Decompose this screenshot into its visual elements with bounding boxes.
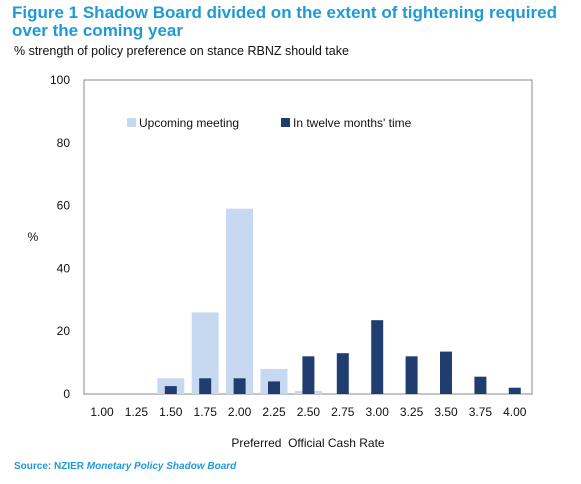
y-tick-label-20: 20 xyxy=(57,324,71,338)
x-tick-label-1-75: 1.75 xyxy=(194,405,218,419)
source-title: Monetary Policy Shadow Board xyxy=(86,461,237,472)
y-tick-label-0: 0 xyxy=(63,387,70,401)
bar-twelve-months-3-00 xyxy=(371,320,384,394)
bar-twelve-months-4-00 xyxy=(508,387,521,394)
bar-upcoming-2-00 xyxy=(226,208,254,394)
bar-twelve-months-2-00 xyxy=(233,378,246,394)
bar-twelve-months-1-50 xyxy=(164,386,177,394)
x-tick-label-3-50: 3.50 xyxy=(434,405,458,419)
y-tick-label-60: 60 xyxy=(57,199,71,213)
bar-twelve-months-2-75 xyxy=(336,353,349,394)
x-tick-label-2-75: 2.75 xyxy=(331,405,355,419)
legend-swatch-upcoming xyxy=(127,118,136,127)
legend: Upcoming meeting In twelve months' time xyxy=(127,116,412,130)
y-tick-labels: 0 20 40 60 80 100 xyxy=(50,73,70,401)
chart-subtitle: % strength of policy preference on stanc… xyxy=(14,44,349,58)
x-tick-label-1-00: 1.00 xyxy=(90,405,114,419)
source-prefix: Source: NZIER xyxy=(14,461,87,472)
bar-twelve-months-3-25 xyxy=(405,356,418,394)
x-tick-label-2-50: 2.50 xyxy=(297,405,321,419)
x-tick-label-3-75: 3.75 xyxy=(469,405,493,419)
bar-twelve-months-2-25 xyxy=(268,381,280,394)
x-tick-label-4-00: 4.00 xyxy=(503,405,527,419)
bar-twelve-months-1-75 xyxy=(199,378,212,394)
source-note: Source: NZIER Monetary Policy Shadow Boa… xyxy=(14,461,236,472)
x-tick-label-2-25: 2.25 xyxy=(262,405,286,419)
x-tick-labels: 1.00 1.25 1.50 1.75 2.00 2.25 2.50 2.75 3.00 3.25… xyxy=(90,405,526,419)
legend-swatch-twelve-months xyxy=(281,118,290,127)
x-tick-label-3-00: 3.00 xyxy=(366,405,390,419)
x-tick-label-3-25: 3.25 xyxy=(400,405,424,419)
bars-group xyxy=(157,208,521,394)
x-axis-label: Preferred Official Cash Rate xyxy=(231,436,385,450)
y-tick-label-80: 80 xyxy=(57,136,71,150)
bar-twelve-months-3-75 xyxy=(474,376,487,394)
bar-twelve-months-3-50 xyxy=(440,351,452,394)
y-axis-label: % xyxy=(28,230,39,244)
x-tick-label-2-00: 2.00 xyxy=(228,405,252,419)
bar-twelve-months-2-50 xyxy=(302,356,315,394)
legend-label-upcoming: Upcoming meeting xyxy=(139,116,239,130)
legend-label-twelve-months: In twelve months' time xyxy=(293,116,412,130)
chart-title: Figure 1 Shadow Board divided on the ext… xyxy=(12,3,557,40)
y-tick-label-40: 40 xyxy=(57,261,71,275)
x-tick-label-1-25: 1.25 xyxy=(125,405,149,419)
x-tick-label-1-50: 1.50 xyxy=(159,405,183,419)
y-tick-label-100: 100 xyxy=(50,73,70,87)
